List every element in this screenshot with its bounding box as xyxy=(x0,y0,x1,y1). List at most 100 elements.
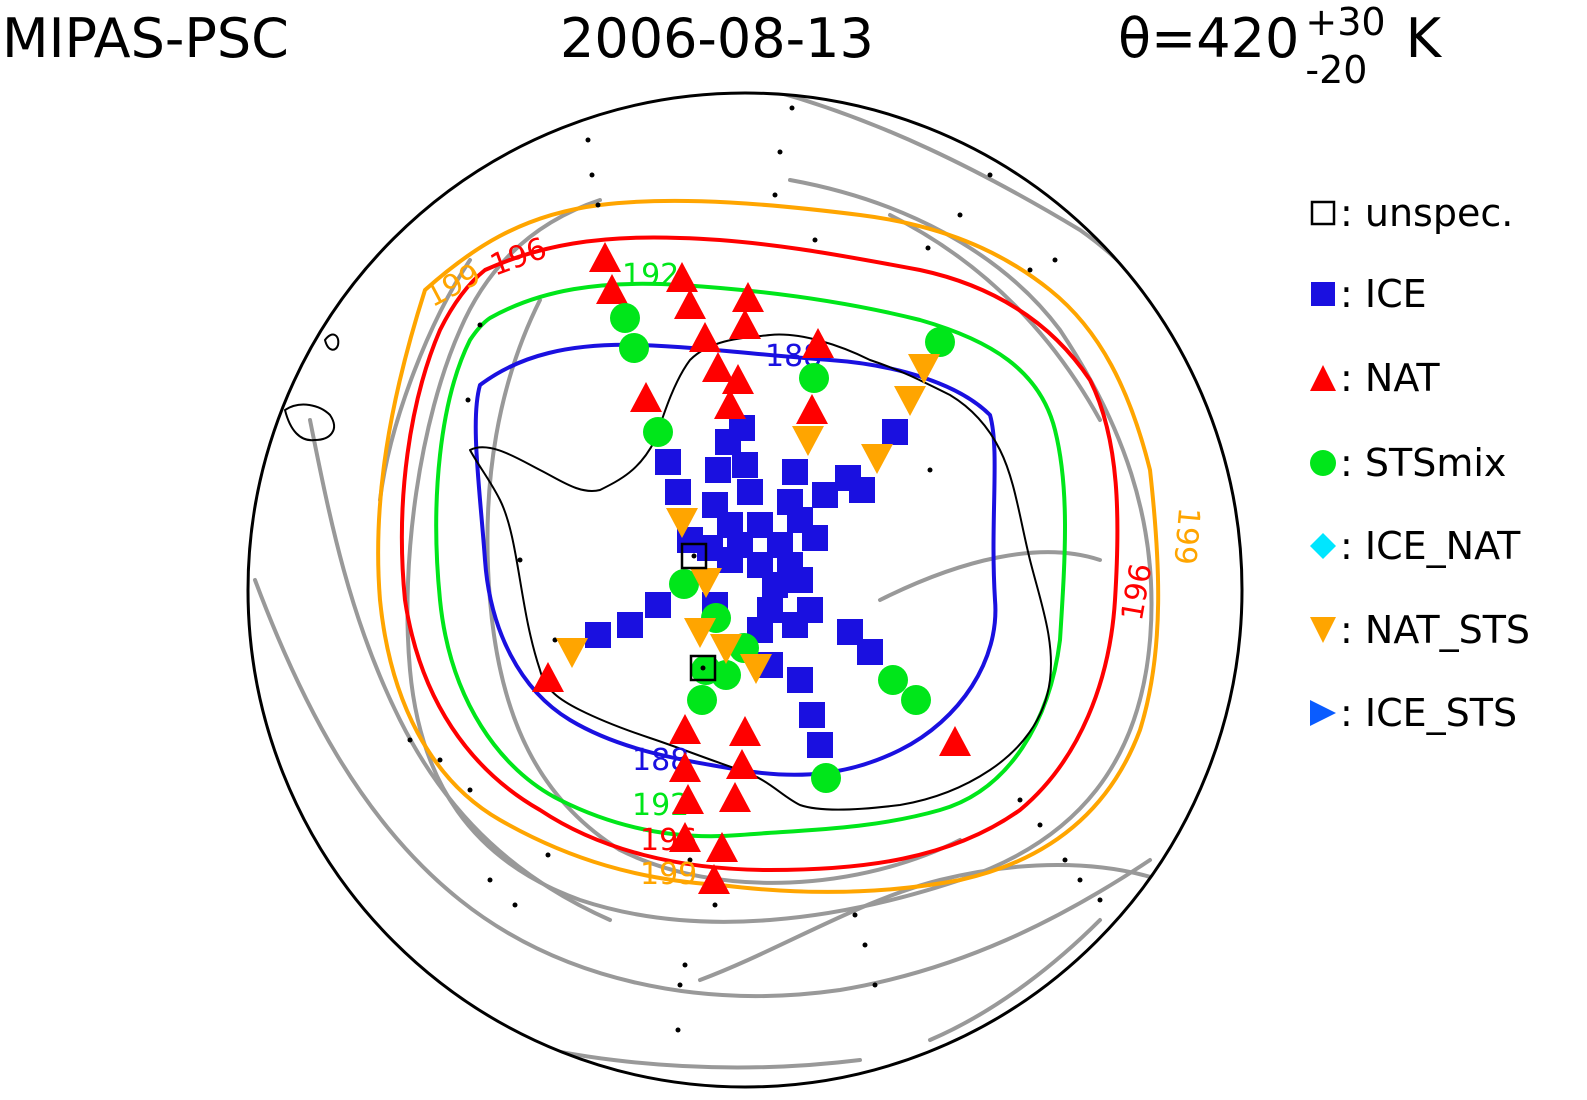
ice-marker xyxy=(787,667,813,693)
nat-sts-marker xyxy=(666,508,698,538)
theta-upper-range: +30 xyxy=(1305,0,1386,44)
legend-item: : ICE_NAT xyxy=(1310,524,1521,568)
ice-marker xyxy=(799,702,825,728)
ice-marker xyxy=(737,479,763,505)
nat-sts-marker xyxy=(740,654,772,684)
contour-199 xyxy=(376,198,1161,894)
unspec-marker xyxy=(689,654,717,682)
ice-marker xyxy=(807,732,833,758)
theta-unit: K xyxy=(1405,7,1441,70)
nat-marker xyxy=(719,782,751,812)
ice-marker xyxy=(782,459,808,485)
contour-label: 199 xyxy=(640,857,697,892)
nat-marker xyxy=(669,822,701,852)
circle-icon xyxy=(1310,450,1336,476)
nat-sts-marker xyxy=(684,618,716,648)
legend-label: ICE_NAT xyxy=(1364,524,1521,568)
coastline-island xyxy=(324,333,340,351)
diamond-icon xyxy=(1310,533,1336,559)
nat-marker xyxy=(630,382,662,412)
nat-marker xyxy=(939,726,971,756)
open-square-icon xyxy=(1310,200,1336,226)
stsmix-marker xyxy=(691,655,721,685)
nat-marker xyxy=(732,282,764,312)
date-title: 2006-08-13 xyxy=(560,7,874,70)
instrument-title: MIPAS-PSC xyxy=(2,7,289,70)
unspec-marker-dot xyxy=(700,665,706,671)
stsmix-marker xyxy=(811,763,841,793)
legend-item: : STSmix xyxy=(1310,441,1507,485)
ice-marker xyxy=(665,479,691,505)
nat-marker xyxy=(729,716,761,746)
nat-marker xyxy=(666,262,698,292)
stsmix-marker xyxy=(901,685,931,715)
nat-sts-marker xyxy=(908,354,940,384)
nat-marker xyxy=(589,242,621,272)
square-icon xyxy=(1310,281,1336,307)
stsmix-marker xyxy=(619,333,649,363)
nat-marker xyxy=(596,274,628,304)
ice-marker xyxy=(882,419,908,445)
unspec-marker-dot xyxy=(691,553,697,559)
coastline xyxy=(469,333,1052,811)
legend-label: ICE_STS xyxy=(1364,691,1518,735)
nat-marker xyxy=(702,352,734,382)
ice-marker xyxy=(812,482,838,508)
triangle-down-icon xyxy=(1310,617,1336,643)
nat-marker xyxy=(802,328,834,358)
stsmix-marker xyxy=(610,303,640,333)
legend-label: ICE xyxy=(1364,272,1427,316)
ice-marker xyxy=(802,525,828,551)
legend-item: : unspec. xyxy=(1310,191,1514,235)
stsmix-marker xyxy=(925,327,955,357)
theta-title: θ=420 +30 -20 K xyxy=(1118,2,1441,92)
nat-marker xyxy=(669,714,701,744)
ice-marker xyxy=(715,429,741,455)
stsmix-marker xyxy=(669,569,699,599)
stsmix-marker xyxy=(799,363,829,393)
stsmix-marker xyxy=(878,665,908,695)
nat-marker xyxy=(672,784,704,814)
legend-item: : NAT_STS xyxy=(1310,608,1531,652)
stsmix-marker xyxy=(643,417,673,447)
observation-markers xyxy=(532,242,971,894)
legend-label: NAT_STS xyxy=(1364,608,1531,652)
nat-sts-marker xyxy=(710,634,742,664)
contour-196 xyxy=(399,235,1120,872)
ice-marker xyxy=(787,567,813,593)
ice-marker xyxy=(849,477,875,503)
contour-192 xyxy=(434,281,1067,839)
graticule-dots xyxy=(407,105,1103,1033)
nat-sts-marker xyxy=(894,386,926,416)
legend-item: : NAT xyxy=(1310,356,1440,400)
theta-value: θ=420 xyxy=(1118,7,1300,70)
legend-label: STSmix xyxy=(1364,441,1507,485)
nat-marker xyxy=(689,322,721,352)
ice-marker xyxy=(762,572,788,598)
legend-label: unspec. xyxy=(1364,191,1514,235)
ice-marker xyxy=(732,452,758,478)
coastline-island xyxy=(284,403,335,442)
ice-marker xyxy=(617,612,643,638)
map-boundary xyxy=(246,91,1244,1089)
ice-marker xyxy=(585,622,611,648)
nat-marker xyxy=(698,864,730,894)
nat-marker xyxy=(714,389,746,419)
nat-sts-marker xyxy=(690,568,722,598)
unspec-marker xyxy=(680,542,708,570)
ice-marker xyxy=(655,449,681,475)
nat-marker xyxy=(706,832,738,862)
legend-item: : ICE_STS xyxy=(1310,691,1518,735)
nat-sts-marker xyxy=(792,426,824,456)
triangle-up-icon xyxy=(1310,365,1336,391)
ice-marker xyxy=(857,639,883,665)
contour-label: 199 xyxy=(1166,506,1206,566)
ice-marker xyxy=(705,457,731,483)
theta-lower-range: -20 xyxy=(1305,48,1368,92)
nat-marker xyxy=(722,364,754,394)
ice-marker xyxy=(782,612,808,638)
nat-sts-marker xyxy=(861,444,893,474)
nat-marker xyxy=(726,749,758,779)
nat-marker xyxy=(674,289,706,319)
